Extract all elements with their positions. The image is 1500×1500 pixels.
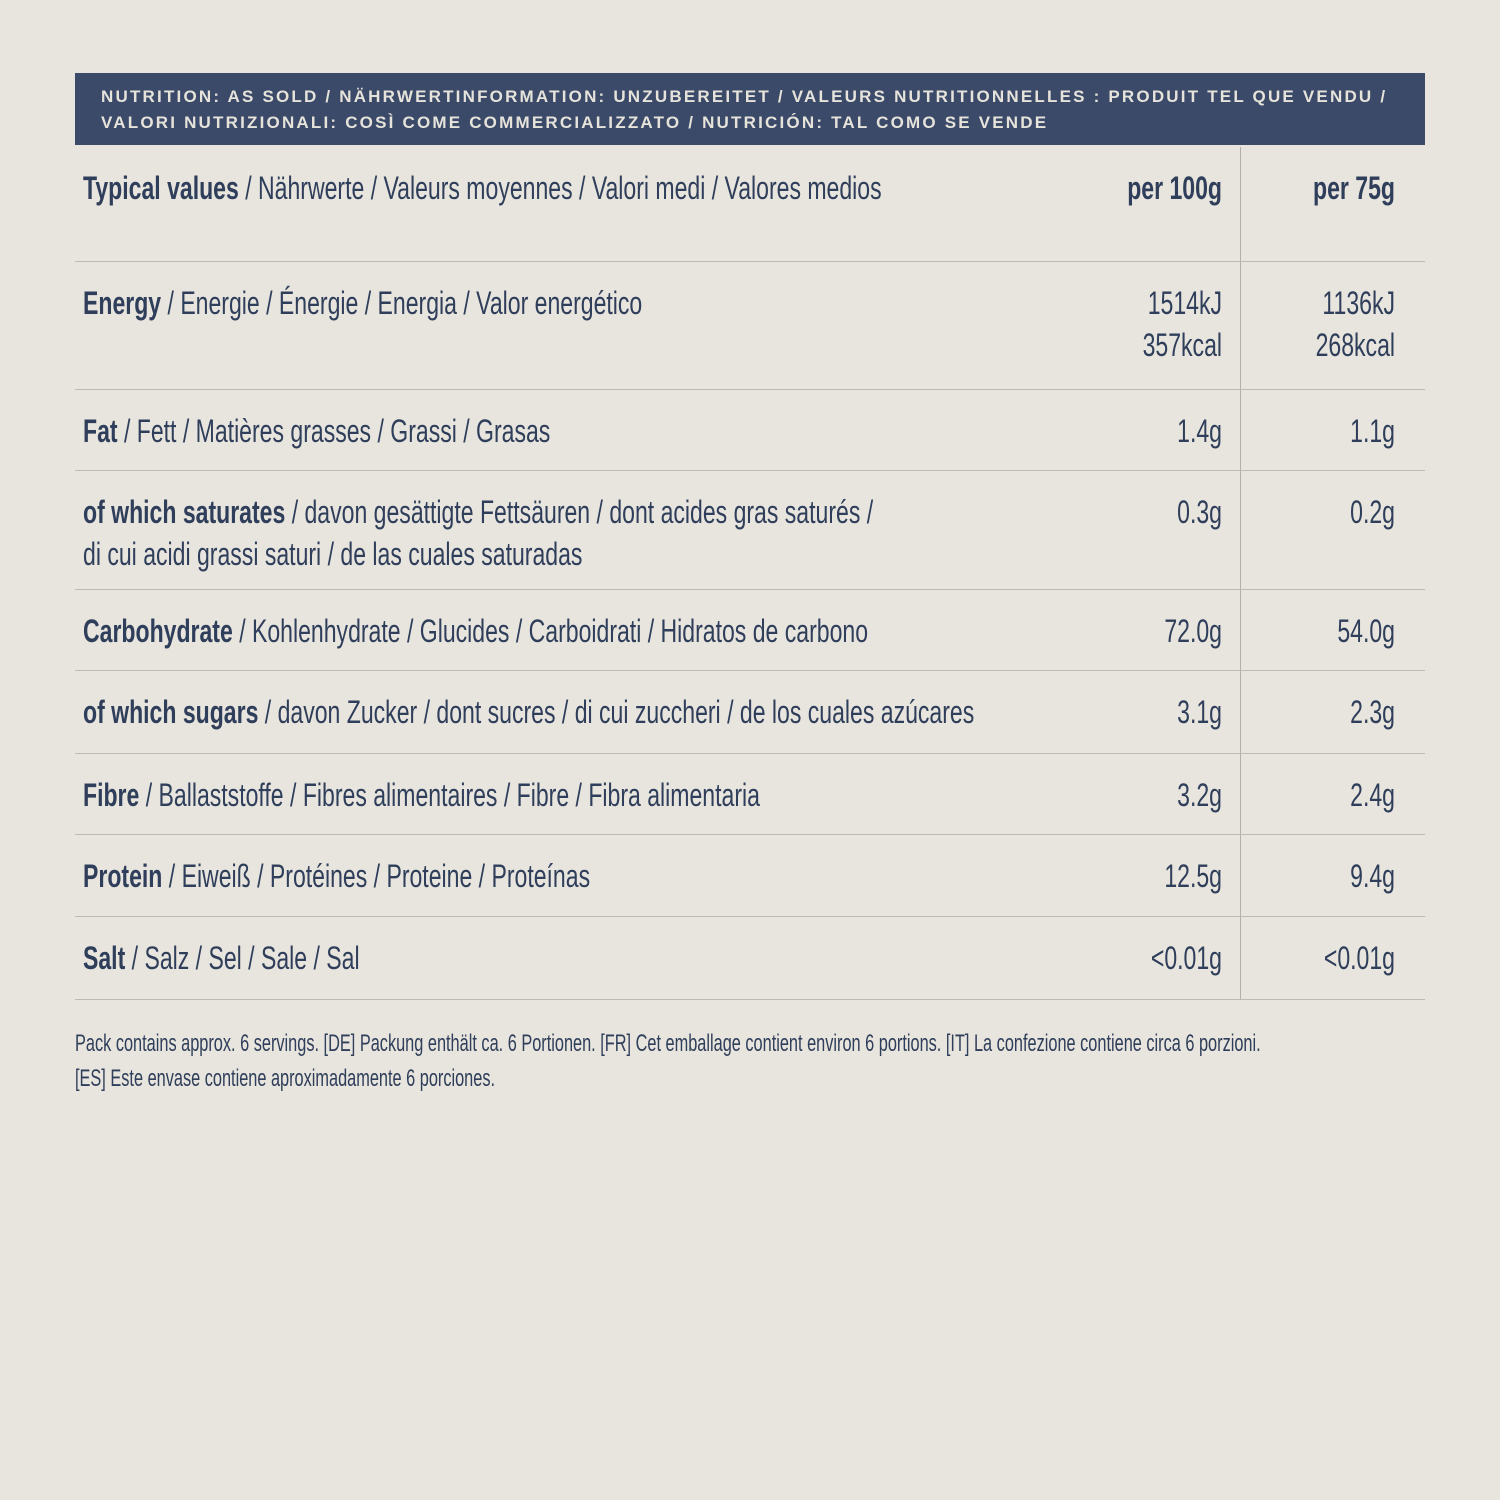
table-row-protein: Protein / Eiweiß / Protéines / Proteine …	[75, 835, 1425, 917]
salt-label: Salt / Salz / Sel / Sale / Sal	[83, 937, 1127, 979]
sugars-label: of which sugars / davon Zucker / dont su…	[83, 691, 1127, 733]
energy-label-rest: / Energie / Énergie / Energia / Valor en…	[161, 285, 643, 321]
header-label-bold: Typical values	[83, 170, 239, 206]
banner-title: NUTRITION: AS SOLD / NÄHRWERTINFORMATION…	[101, 87, 1388, 132]
protein-per75g-value: 9.4g	[1350, 858, 1395, 894]
nutrition-table: Typical values / Nährwerte / Valeurs moy…	[75, 147, 1425, 1000]
protein-per75g-cell: 9.4g	[1240, 835, 1425, 916]
energy-per100g-value: 1514kJ 357kcal	[1142, 285, 1222, 363]
table-row-energy: Energy / Energie / Énergie / Energia / V…	[75, 262, 1425, 390]
fat-label-cell: Fat / Fett / Matières grasses / Grassi /…	[75, 390, 1090, 470]
nutrition-banner: NUTRITION: AS SOLD / NÄHRWERTINFORMATION…	[75, 73, 1425, 145]
energy-per100g-cell: 1514kJ 357kcal	[1090, 262, 1240, 389]
salt-per100g-cell: <0.01g	[1090, 917, 1240, 999]
fat-per75g-cell: 1.1g	[1240, 390, 1425, 470]
fibre-per75g-value: 2.4g	[1350, 777, 1395, 813]
energy-label-cell: Energy / Energie / Énergie / Energia / V…	[75, 262, 1090, 389]
salt-label-cell: Salt / Salz / Sel / Sale / Sal	[75, 917, 1090, 999]
protein-per100g-value: 12.5g	[1164, 858, 1222, 894]
fibre-per75g-cell: 2.4g	[1240, 754, 1425, 834]
saturates-per75g-value: 0.2g	[1350, 494, 1395, 530]
protein-label-cell: Protein / Eiweiß / Protéines / Proteine …	[75, 835, 1090, 916]
header-label-rest: / Nährwerte / Valeurs moyennes / Valori …	[238, 170, 882, 206]
protein-per100g-cell: 12.5g	[1090, 835, 1240, 916]
salt-per75g-cell: <0.01g	[1240, 917, 1425, 999]
salt-per75g-value: <0.01g	[1323, 940, 1395, 976]
header-label-cell: Typical values / Nährwerte / Valeurs moy…	[75, 147, 1090, 261]
sugars-per100g-cell: 3.1g	[1090, 671, 1240, 753]
protein-label-rest: / Eiweiß / Protéines / Proteine / Proteí…	[162, 858, 591, 894]
fat-per100g-value: 1.4g	[1177, 413, 1222, 449]
table-header-row: Typical values / Nährwerte / Valeurs moy…	[75, 147, 1425, 262]
fat-per75g-value: 1.1g	[1350, 413, 1395, 449]
servings-note-text: Pack contains approx. 6 servings. [DE] P…	[75, 1030, 1261, 1092]
table-row-carbohydrate: Carbohydrate / Kohlenhydrate / Glucides …	[75, 590, 1425, 671]
table-row-sugars: of which sugars / davon Zucker / dont su…	[75, 671, 1425, 754]
energy-per75g-value: 1136kJ 268kcal	[1315, 285, 1395, 363]
table-row-fibre: Fibre / Ballaststoffe / Fibres alimentai…	[75, 754, 1425, 835]
energy-label-bold: Energy	[83, 285, 162, 321]
table-row-saturates: of which saturates / davon gesättigte Fe…	[75, 471, 1425, 590]
protein-label-bold: Protein	[83, 858, 163, 894]
carbohydrate-per100g-cell: 72.0g	[1090, 590, 1240, 670]
carbohydrate-label-cell: Carbohydrate / Kohlenhydrate / Glucides …	[75, 590, 1090, 670]
sugars-per75g-cell: 2.3g	[1240, 671, 1425, 753]
fat-per100g-cell: 1.4g	[1090, 390, 1240, 470]
fibre-per100g-value: 3.2g	[1177, 777, 1222, 813]
carbohydrate-label-rest: / Kohlenhydrate / Glucides / Carboidrati…	[232, 613, 869, 649]
saturates-label: of which saturates / davon gesättigte Fe…	[83, 491, 1127, 575]
energy-per75g-cell: 1136kJ 268kcal	[1240, 262, 1425, 389]
protein-label: Protein / Eiweiß / Protéines / Proteine …	[83, 855, 1127, 897]
carbohydrate-per75g-cell: 54.0g	[1240, 590, 1425, 670]
fibre-per100g-cell: 3.2g	[1090, 754, 1240, 834]
saturates-label-rest: / davon gesättigte Fettsäuren / dont aci…	[83, 494, 874, 572]
fat-label: Fat / Fett / Matières grasses / Grassi /…	[83, 410, 1127, 452]
sugars-per100g-value: 3.1g	[1177, 694, 1222, 730]
saturates-per100g-value: 0.3g	[1177, 494, 1222, 530]
fibre-label-bold: Fibre	[83, 777, 140, 813]
sugars-label-cell: of which sugars / davon Zucker / dont su…	[75, 671, 1090, 753]
carbohydrate-label: Carbohydrate / Kohlenhydrate / Glucides …	[83, 610, 1127, 652]
header-label: Typical values / Nährwerte / Valeurs moy…	[83, 167, 1127, 209]
sugars-label-rest: / davon Zucker / dont sucres / di cui zu…	[258, 694, 975, 730]
salt-label-rest: / Salz / Sel / Sale / Sal	[125, 940, 360, 976]
column-header-per100g: per 100g	[1127, 170, 1222, 206]
fibre-label: Fibre / Ballaststoffe / Fibres alimentai…	[83, 774, 1127, 816]
servings-note: Pack contains approx. 6 servings. [DE] P…	[75, 1026, 1435, 1096]
sugars-per75g-value: 2.3g	[1350, 694, 1395, 730]
salt-label-bold: Salt	[83, 940, 126, 976]
table-row-fat: Fat / Fett / Matières grasses / Grassi /…	[75, 390, 1425, 471]
column-header-per75g: per 75g	[1313, 170, 1395, 206]
carbohydrate-label-bold: Carbohydrate	[83, 613, 233, 649]
header-per75g-cell: per 75g	[1240, 147, 1425, 261]
energy-label: Energy / Energie / Énergie / Energia / V…	[83, 282, 1127, 324]
saturates-per75g-cell: 0.2g	[1240, 471, 1425, 589]
fat-label-bold: Fat	[83, 413, 118, 449]
sugars-label-bold: of which sugars	[83, 694, 259, 730]
carbohydrate-per100g-value: 72.0g	[1164, 613, 1222, 649]
fibre-label-rest: / Ballaststoffe / Fibres alimentaires / …	[139, 777, 760, 813]
saturates-per100g-cell: 0.3g	[1090, 471, 1240, 589]
fibre-label-cell: Fibre / Ballaststoffe / Fibres alimentai…	[75, 754, 1090, 834]
carbohydrate-per75g-value: 54.0g	[1337, 613, 1395, 649]
table-row-salt: Salt / Salz / Sel / Sale / Sal <0.01g <0…	[75, 917, 1425, 1000]
saturates-label-bold: of which saturates	[83, 494, 286, 530]
fat-label-rest: / Fett / Matières grasses / Grassi / Gra…	[117, 413, 551, 449]
salt-per100g-value: <0.01g	[1150, 940, 1222, 976]
header-per100g-cell: per 100g	[1090, 147, 1240, 261]
saturates-label-cell: of which saturates / davon gesättigte Fe…	[75, 471, 1090, 589]
